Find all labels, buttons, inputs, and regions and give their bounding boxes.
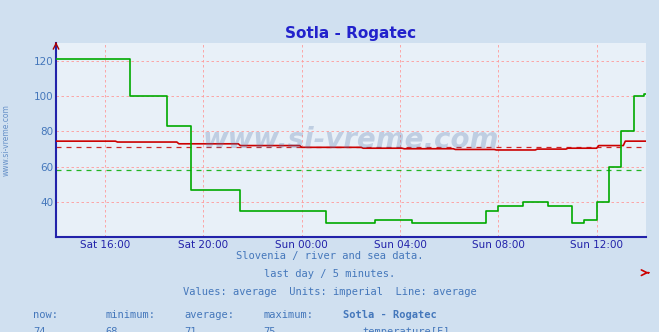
Text: minimum:: minimum: [105, 310, 156, 320]
Text: Values: average  Units: imperial  Line: average: Values: average Units: imperial Line: av… [183, 287, 476, 297]
Text: 74: 74 [33, 327, 45, 332]
Text: temperature[F]: temperature[F] [362, 327, 450, 332]
Text: 75: 75 [264, 327, 276, 332]
Text: now:: now: [33, 310, 58, 320]
Text: Slovenia / river and sea data.: Slovenia / river and sea data. [236, 251, 423, 261]
Text: last day / 5 minutes.: last day / 5 minutes. [264, 269, 395, 279]
Text: 71: 71 [185, 327, 197, 332]
Text: maximum:: maximum: [264, 310, 314, 320]
Text: www.si-vreme.com: www.si-vreme.com [203, 126, 499, 154]
Text: average:: average: [185, 310, 235, 320]
Text: 68: 68 [105, 327, 118, 332]
Text: www.si-vreme.com: www.si-vreme.com [2, 104, 11, 176]
Title: Sotla - Rogatec: Sotla - Rogatec [285, 26, 416, 41]
Text: Sotla - Rogatec: Sotla - Rogatec [343, 310, 436, 320]
